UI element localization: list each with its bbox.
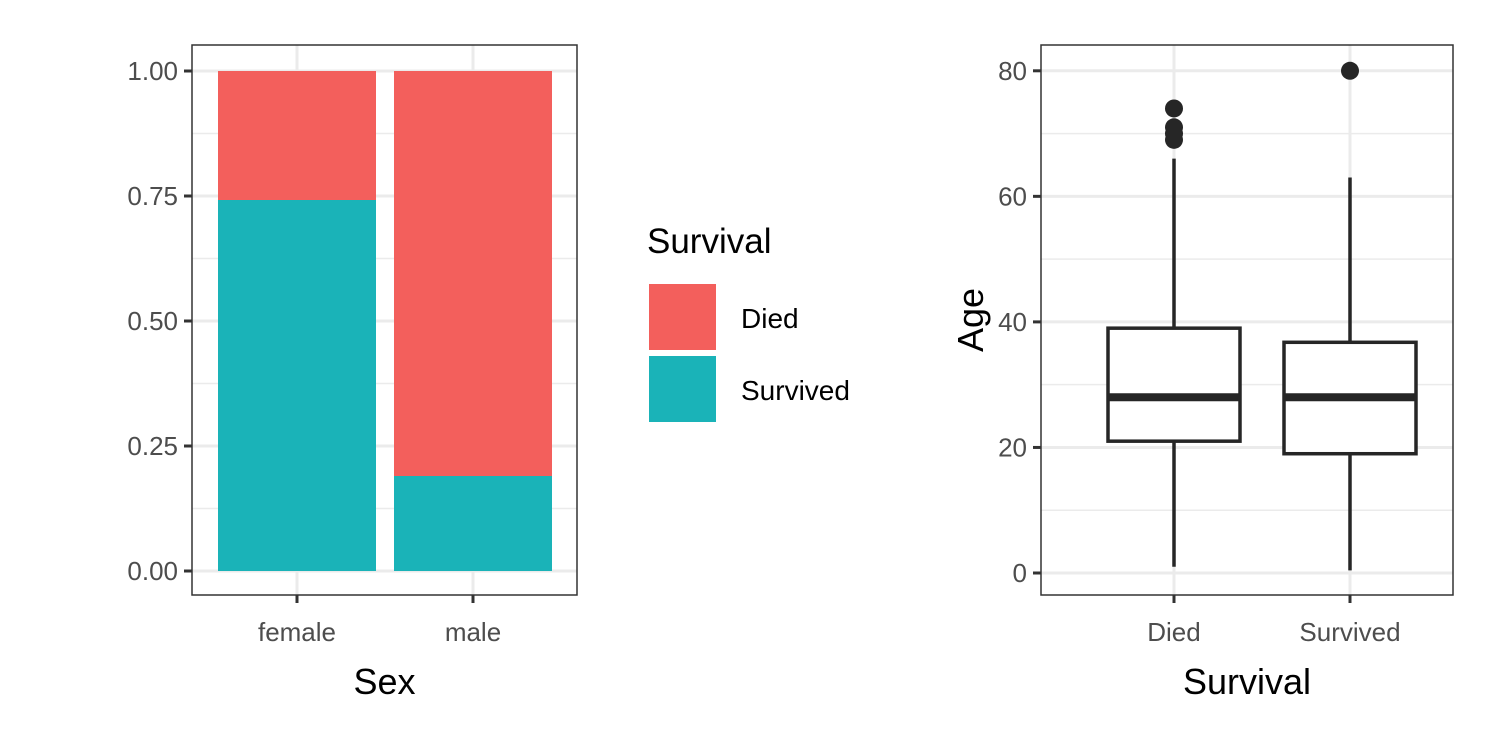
y-tick-label: 0.50 xyxy=(127,306,178,336)
y-tick-label: 40 xyxy=(998,307,1027,337)
x-tick-label: Survived xyxy=(1299,617,1400,647)
bar-died-female xyxy=(218,71,376,200)
outlier-point xyxy=(1341,61,1359,80)
legend-swatch-died xyxy=(649,284,716,350)
y-tick-label: 0.00 xyxy=(127,556,178,586)
y-tick-label: 80 xyxy=(998,56,1027,86)
y-tick-label: 0 xyxy=(1013,558,1027,588)
x-axis-title: Survival xyxy=(1183,661,1311,702)
x-tick-label: male xyxy=(445,617,501,647)
legend-swatch-survived xyxy=(649,356,716,422)
bar-survived-female xyxy=(218,200,376,571)
bar-panel: 0.00 0.25 0.50 0.75 1.00 female male Sex xyxy=(127,44,578,702)
y-tick-label: 0.25 xyxy=(127,431,178,461)
legend-title: Survival xyxy=(647,222,771,261)
box-Died xyxy=(1106,326,1242,443)
outlier-point xyxy=(1165,99,1183,118)
x-tick-label: female xyxy=(258,617,336,647)
y-tick-label: 0.75 xyxy=(127,181,178,211)
panel-border xyxy=(1040,44,1454,596)
bar-survived-male xyxy=(394,476,552,571)
y-tick-label: 60 xyxy=(998,181,1027,211)
bar-died-male xyxy=(394,71,552,476)
x-tick-label: Died xyxy=(1147,617,1200,647)
legend: Survival Died Survived xyxy=(647,222,850,422)
x-axis-title: Sex xyxy=(353,661,415,702)
legend-label-died: Died xyxy=(741,303,799,334)
box-panel: 0 20 40 60 80 Died Survived Survival Age xyxy=(950,44,1454,702)
y-axis-title: Age xyxy=(950,288,991,352)
outlier-point xyxy=(1165,118,1183,137)
y-tick-label: 20 xyxy=(998,432,1027,462)
legend-label-survived: Survived xyxy=(741,375,850,406)
y-tick-label: 1.00 xyxy=(127,56,178,86)
